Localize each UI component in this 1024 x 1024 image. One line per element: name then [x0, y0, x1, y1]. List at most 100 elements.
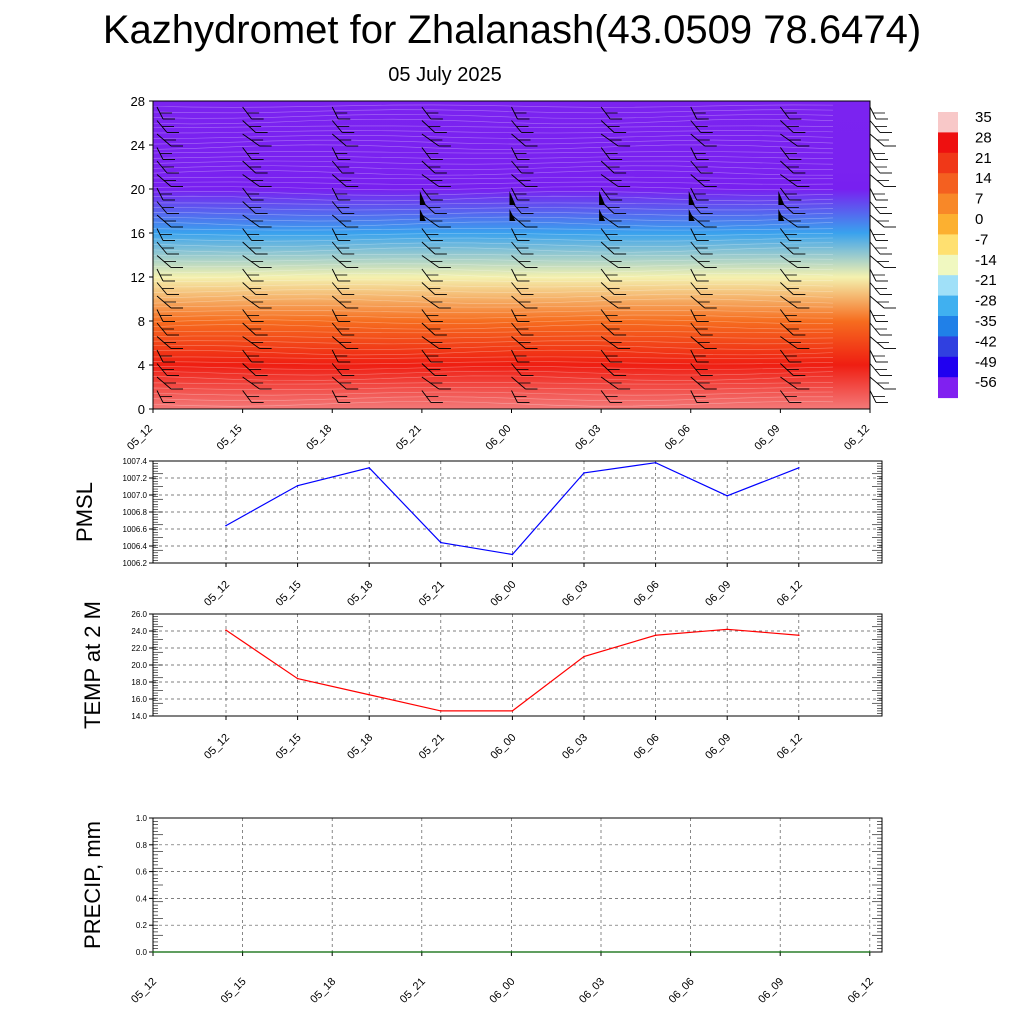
colorbar-swatch	[938, 316, 958, 337]
x-tick-label: 06_03	[573, 423, 603, 453]
data-point	[511, 710, 514, 712]
colorbar-label: 7	[975, 191, 983, 208]
data-point	[726, 628, 728, 631]
contour-line	[152, 330, 834, 334]
contour-line	[152, 104, 834, 108]
x-tick-label: 05_18	[304, 423, 334, 453]
colorbar-swatch	[938, 132, 958, 154]
contour-line	[152, 314, 834, 319]
x-tick-label: 06_12	[775, 579, 805, 609]
colorbar-label: 35	[975, 109, 992, 126]
contour-line	[152, 151, 834, 154]
x-tick-label: 06_00	[488, 579, 518, 609]
contour-line	[152, 247, 834, 253]
data-point	[798, 634, 800, 637]
contour-line	[152, 212, 834, 216]
x-tick-label: 05_15	[274, 579, 304, 609]
heatmap-field	[153, 101, 870, 409]
y-tick-label: 8	[138, 314, 145, 329]
data-point	[368, 693, 371, 696]
contour-line	[152, 361, 834, 365]
x-tick-label: 05_21	[417, 732, 447, 762]
wind-pennant	[688, 191, 695, 205]
contour-line	[152, 268, 834, 273]
contour-line	[152, 207, 834, 211]
x-tick-label: 06_09	[756, 976, 786, 1006]
data-point	[241, 951, 244, 953]
y-tick-label: 0.4	[136, 894, 148, 903]
y-axis-label: TEMP at 2 M	[80, 601, 105, 729]
wind-pennant	[599, 191, 606, 205]
contour-line	[152, 356, 834, 359]
contour-line	[152, 155, 834, 159]
x-tick-label: 06_06	[667, 976, 697, 1006]
x-tick-label: 05_15	[219, 976, 249, 1006]
data-point	[296, 677, 299, 680]
y-tick-label: 24	[131, 138, 145, 153]
x-tick-label: 05_21	[394, 423, 424, 453]
colorbar-label: -21	[975, 272, 997, 289]
x-tick-label: 06_09	[752, 423, 782, 453]
contour-line	[152, 396, 834, 402]
y-axis-label: PRECIP, mm	[80, 821, 105, 949]
y-tick-label: 18.0	[131, 678, 147, 687]
data-point	[600, 951, 602, 953]
contour-line	[152, 135, 834, 139]
colorbar-swatch	[938, 356, 958, 378]
x-tick-label: 06_03	[560, 732, 590, 762]
wind-pennant	[688, 209, 695, 221]
contour-line	[152, 305, 834, 308]
contour-line	[152, 118, 834, 125]
colorbar-swatch	[938, 377, 958, 399]
x-tick-label: 05_12	[129, 976, 159, 1006]
data-point	[779, 951, 781, 953]
y-tick-label: 1006.6	[123, 525, 148, 534]
x-tick-label: 06_06	[632, 732, 662, 762]
y-tick-label: 0.2	[136, 921, 148, 930]
contour-line	[152, 109, 834, 114]
y-tick-label: 1006.4	[123, 542, 148, 551]
x-tick-label: 05_12	[202, 579, 232, 609]
wind-pennant	[778, 209, 785, 221]
y-tick-label: 14.0	[131, 712, 147, 721]
y-tick-label: 0.0	[136, 948, 148, 957]
data-point	[583, 655, 585, 658]
data-point	[869, 951, 871, 953]
contour-line	[152, 382, 834, 385]
colorbar-label: -14	[975, 252, 997, 269]
colorbar-label: 21	[975, 150, 992, 167]
wind-pennant	[509, 191, 516, 205]
contour-line	[152, 284, 834, 288]
colorbar-swatch	[938, 193, 958, 215]
x-tick-label: 06_00	[488, 732, 518, 762]
data-point	[440, 710, 442, 712]
y-tick-label: 0.6	[136, 868, 148, 877]
colorbar-swatch	[938, 275, 958, 297]
wind-pennant	[419, 209, 426, 221]
y-tick-label: 1006.8	[123, 508, 148, 517]
x-tick-label: 05_21	[398, 976, 428, 1006]
contour-line	[152, 272, 834, 279]
contour-line	[152, 370, 834, 376]
contour-line	[152, 144, 834, 150]
page-title: Kazhydromet for Zhalanash(43.0509 78.647…	[102, 8, 922, 52]
contour-line	[152, 139, 834, 145]
colorbar-label: -49	[975, 354, 997, 371]
data-point	[511, 553, 514, 556]
data-point	[440, 541, 442, 544]
data-point	[225, 629, 227, 631]
x-tick-label: 06_12	[775, 732, 805, 762]
contour-line	[152, 228, 834, 231]
x-tick-label: 06_06	[632, 579, 662, 609]
x-tick-label: 05_18	[308, 976, 338, 1006]
y-tick-label: 1007.2	[123, 474, 148, 483]
y-tick-label: 28	[131, 94, 145, 109]
colorbar-label: -35	[975, 313, 997, 330]
y-tick-label: 26.0	[131, 610, 147, 619]
contour-line	[152, 298, 834, 304]
y-tick-label: 4	[138, 358, 145, 373]
data-point	[421, 951, 423, 953]
contour-line	[152, 170, 834, 176]
pmsl-chart: 1006.2 1006.4 1006.6 1006.8 1007.0 1007.2 1007…	[72, 457, 883, 609]
contour-line	[152, 186, 834, 191]
